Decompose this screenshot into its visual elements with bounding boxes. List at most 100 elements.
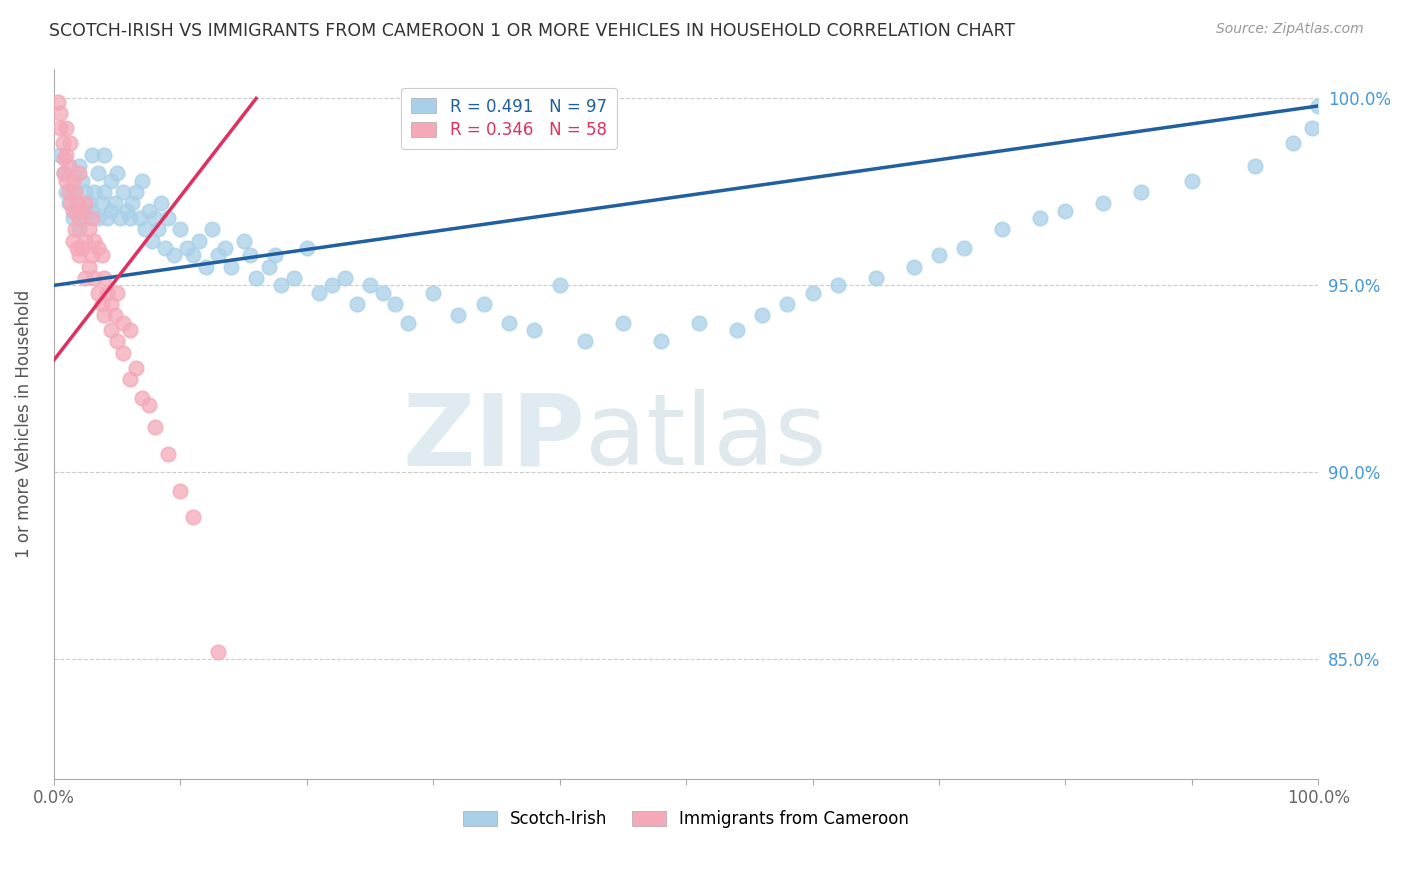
Point: [146, 222, 169, 236]
Point: [112, 185, 135, 199]
Point: [75, 196, 97, 211]
Point: [70, 241, 93, 255]
Point: [65, 185, 87, 199]
Point: [67, 222, 90, 236]
Point: [574, 334, 596, 349]
Point: [118, 211, 141, 225]
Point: [87, 285, 110, 300]
Point: [153, 241, 176, 255]
Point: [751, 308, 773, 322]
Point: [115, 203, 138, 218]
Point: [59, 196, 82, 211]
Point: [70, 174, 93, 188]
Point: [103, 196, 125, 211]
Point: [396, 316, 419, 330]
Point: [108, 211, 131, 225]
Point: [207, 248, 229, 262]
Point: [131, 174, 153, 188]
Point: [90, 297, 112, 311]
Point: [181, 248, 204, 262]
Point: [239, 248, 262, 262]
Point: [65, 196, 87, 211]
Point: [121, 196, 143, 211]
Text: SCOTCH-IRISH VS IMMIGRANTS FROM CAMEROON 1 OR MORE VEHICLES IN HOUSEHOLD CORRELA: SCOTCH-IRISH VS IMMIGRANTS FROM CAMEROON…: [49, 22, 1015, 40]
Text: Source: ZipAtlas.com: Source: ZipAtlas.com: [1216, 22, 1364, 37]
Point: [207, 645, 229, 659]
Point: [77, 196, 100, 211]
Point: [83, 234, 105, 248]
Point: [83, 185, 105, 199]
Point: [87, 241, 110, 255]
Point: [295, 241, 318, 255]
Point: [176, 241, 198, 255]
Point: [93, 185, 115, 199]
Point: [112, 316, 135, 330]
Point: [141, 234, 163, 248]
Point: [1282, 136, 1305, 151]
Point: [75, 211, 97, 225]
Point: [827, 278, 849, 293]
Point: [77, 222, 100, 236]
Point: [953, 241, 976, 255]
Point: [134, 222, 156, 236]
Point: [169, 483, 191, 498]
Point: [214, 241, 236, 255]
Point: [67, 159, 90, 173]
Point: [903, 260, 925, 274]
Point: [77, 260, 100, 274]
Point: [52, 166, 75, 180]
Point: [150, 196, 173, 211]
Point: [52, 166, 75, 180]
Point: [125, 185, 148, 199]
Point: [65, 203, 87, 218]
Point: [58, 159, 80, 173]
Point: [46, 95, 69, 110]
Point: [650, 334, 672, 349]
Point: [865, 271, 887, 285]
Point: [58, 196, 80, 211]
Point: [75, 185, 97, 199]
Point: [62, 203, 84, 218]
Point: [232, 234, 254, 248]
Point: [118, 372, 141, 386]
Point: [245, 271, 267, 285]
Point: [472, 297, 495, 311]
Point: [100, 203, 122, 218]
Point: [90, 196, 112, 211]
Point: [75, 271, 97, 285]
Point: [188, 234, 211, 248]
Point: [346, 297, 368, 311]
Point: [1308, 99, 1330, 113]
Point: [219, 260, 242, 274]
Point: [333, 271, 356, 285]
Point: [257, 260, 280, 274]
Point: [55, 147, 77, 161]
Point: [801, 285, 824, 300]
Point: [67, 211, 90, 225]
Point: [688, 316, 710, 330]
Point: [87, 211, 110, 225]
Text: atlas: atlas: [585, 390, 827, 486]
Point: [80, 203, 103, 218]
Point: [138, 203, 160, 218]
Point: [100, 174, 122, 188]
Point: [49, 147, 72, 161]
Point: [359, 278, 381, 293]
Point: [1130, 185, 1153, 199]
Point: [105, 334, 128, 349]
Point: [422, 285, 444, 300]
Point: [96, 211, 118, 225]
Point: [1244, 159, 1267, 173]
Point: [52, 151, 75, 165]
Y-axis label: 1 or more Vehicles in Household: 1 or more Vehicles in Household: [15, 290, 32, 558]
Point: [62, 185, 84, 199]
Point: [83, 271, 105, 285]
Point: [498, 316, 520, 330]
Point: [308, 285, 330, 300]
Point: [105, 166, 128, 180]
Point: [62, 174, 84, 188]
Point: [87, 166, 110, 180]
Point: [70, 203, 93, 218]
Point: [100, 323, 122, 337]
Point: [62, 234, 84, 248]
